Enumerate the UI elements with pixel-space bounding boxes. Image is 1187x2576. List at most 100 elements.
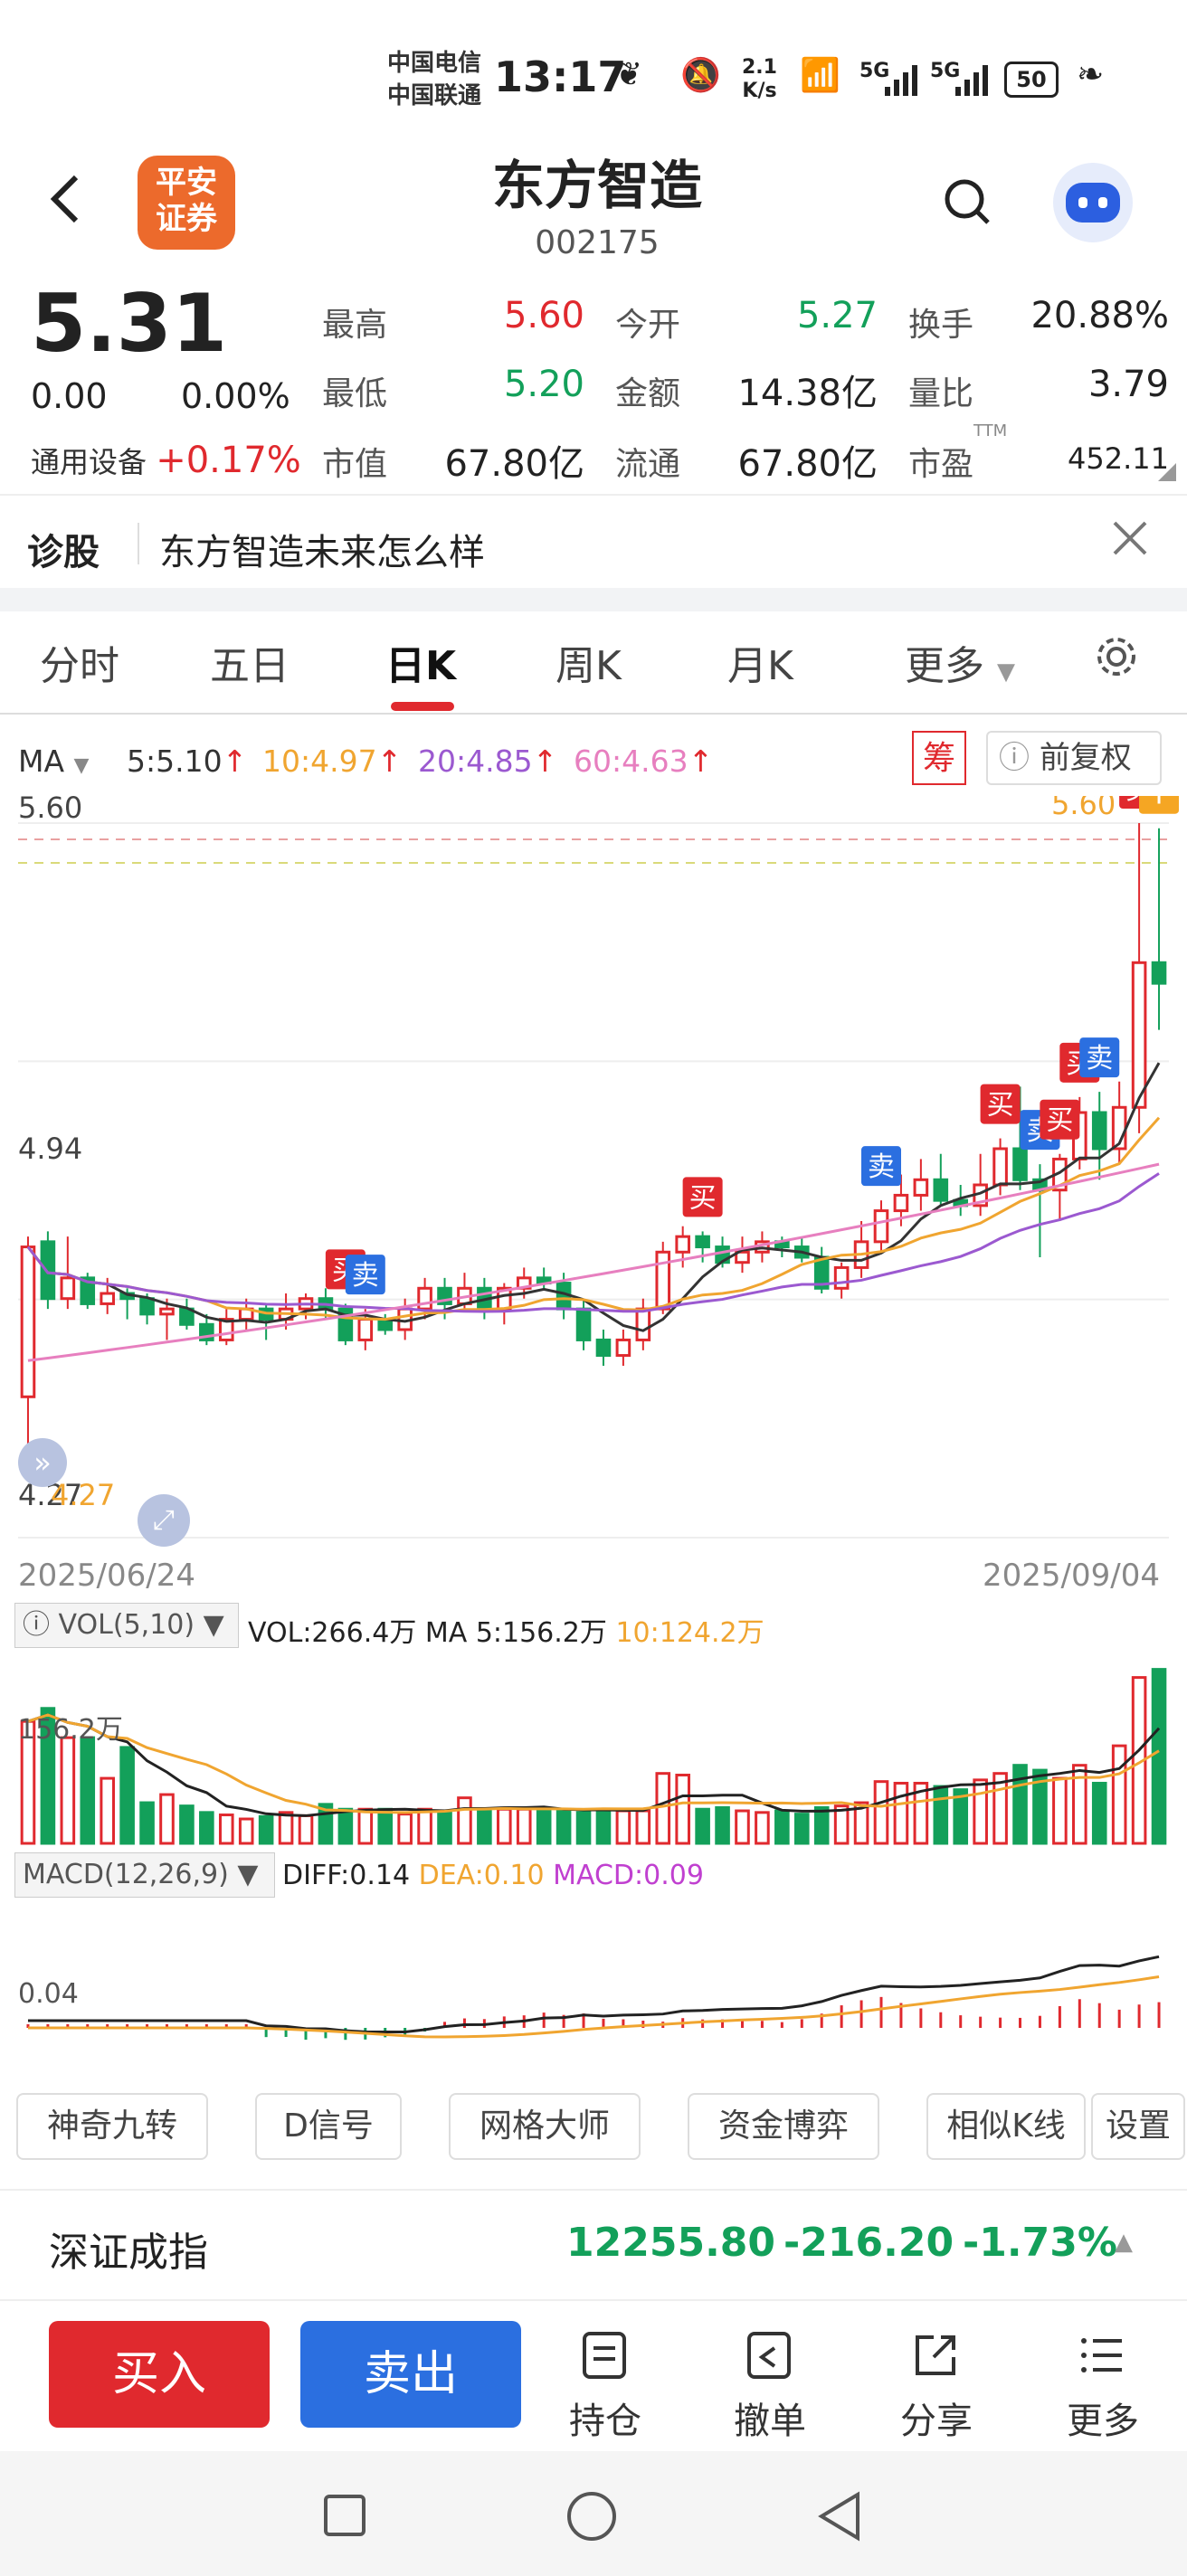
candle [933,1178,949,1202]
share-icon[interactable] [910,2330,961,2381]
tool-d-signal[interactable]: D信号 [255,2093,402,2160]
tab-daily-k[interactable]: 日K [385,643,457,689]
candle [1091,1111,1107,1151]
volume-bar [793,1813,810,1845]
sell-button[interactable]: 卖出 [300,2321,521,2428]
signal-marker-label: 买 [689,1182,717,1214]
volume-bar [298,1814,314,1845]
candlestick-chart[interactable]: 5.604.944.275.604.27买卖买卖卖买买买卖买T [0,796,1187,1556]
open-value: 5.27 [796,295,878,336]
candle [1151,961,1167,985]
mcap-value: 67.80亿 [444,443,584,485]
signal-marker-label: 买 [987,1090,1014,1122]
cancel-order-label[interactable]: 撤单 [734,2401,806,2442]
info-icon: ⓘ [23,1609,50,1641]
volume-bar [973,1778,988,1845]
volume-bar [437,1811,452,1845]
recent-apps-icon[interactable] [322,2493,367,2538]
index-bar[interactable] [0,2189,1187,2301]
search-icon[interactable] [943,177,990,224]
chip-distribution-button[interactable]: 筹 [912,731,966,785]
back-icon[interactable] [47,172,83,226]
volume-bar [873,1780,889,1845]
volume-bar [100,1776,115,1845]
tool-similar-k[interactable]: 相似K线 [926,2093,1086,2160]
home-icon[interactable] [565,2489,619,2543]
tool-fund-game[interactable]: 资金博弈 [688,2093,879,2160]
ai-assistant-icon[interactable] [1053,163,1133,242]
adjust-mode-button[interactable]: ⓘ 前复权 [986,731,1162,785]
low-value: 5.20 [503,364,584,405]
signal-marker [1139,796,1180,814]
signal-marker-label: 卖 [352,1260,379,1292]
tab-five-day[interactable]: 五日 [210,643,290,689]
volume-bar [139,1801,155,1845]
scroll-left-icon[interactable]: » [18,1438,67,1487]
volume-bar [913,1781,929,1845]
turnover-value: 20.88% [1030,295,1169,336]
volume-bar [60,1736,76,1845]
tool-magic-nine[interactable]: 神奇九转 [16,2093,208,2160]
divider [0,713,1187,715]
more-label[interactable]: 更多 [1067,2401,1139,2442]
holdings-label[interactable]: 持仓 [569,2401,641,2442]
ma10-legend: 10:4.97↑ [262,743,403,779]
more-icon[interactable] [1077,2330,1127,2381]
signal-marker-label: T [1150,796,1168,811]
macd-values: DIFF:0.14 DEA:0.10 MACD:0.09 [282,1860,704,1891]
gear-icon[interactable] [1093,633,1140,680]
high-label: 最高 [322,307,388,344]
vol-indicator-selector[interactable]: ⓘ VOL(5,10) ▼ [14,1603,239,1648]
holdings-icon[interactable] [579,2330,630,2381]
tab-weekly-k[interactable]: 周K [556,643,622,689]
diagnosis-bar[interactable] [0,494,1187,586]
close-icon[interactable] [1109,517,1151,559]
signal-marker-label: 卖 [868,1151,895,1183]
volume-chart[interactable]: 156.2万 [0,1652,1187,1851]
candle [675,1235,690,1254]
index-change: -216.20 [783,2220,954,2266]
dea-line [27,1975,1160,2039]
index-pct: -1.73% [963,2220,1117,2266]
diagnosis-text[interactable]: 东方智造未来怎么样 [159,532,485,573]
expand-corner-icon[interactable] [1158,463,1176,481]
macd-chart[interactable]: 0.04 [0,1899,1187,2098]
buy-button[interactable]: 买入 [49,2321,270,2428]
volume-bar [715,1805,730,1845]
candle [873,1209,889,1244]
volume-bar [575,1811,592,1845]
tool-grid-master[interactable]: 网格大师 [449,2093,641,2160]
cancel-order-icon[interactable] [744,2330,794,2381]
ma5-legend: 5:5.10↑ [127,743,248,779]
tab-intraday[interactable]: 分时 [40,643,119,689]
volume-bar [1151,1668,1167,1845]
vol-value: VOL:266.4万 MA 5:156.2万 10:124.2万 [248,1617,764,1649]
amount-value: 14.38亿 [737,373,878,414]
date-end: 2025/09/04 [983,1558,1160,1594]
index-value: 12255.80 [566,2220,776,2266]
volume-bar [199,1811,214,1845]
candle [80,1276,96,1305]
tool-settings[interactable]: 设置 [1091,2093,1185,2160]
volume-bar [1072,1764,1087,1845]
signal-marker-label: 买 [1046,1105,1073,1137]
candle [635,1307,651,1341]
wifi-icon: 📶 [800,57,840,94]
sector[interactable]: 通用设备 +0.17% [31,440,301,481]
chevron-up-icon[interactable]: ▲ [1115,2229,1133,2256]
volume-bar [833,1804,850,1845]
volume-bar [595,1807,612,1845]
fullscreen-icon[interactable]: ⤢ [138,1494,190,1547]
candle [615,1338,631,1358]
tab-more[interactable]: 更多 ▼ [905,643,1015,689]
macd-indicator-selector[interactable]: MACD(12,26,9) ▼ [14,1852,275,1898]
tab-monthly-k[interactable]: 月K [727,643,793,689]
share-label[interactable]: 分享 [900,2401,973,2442]
ma-selector[interactable]: MA ▼ [18,743,90,779]
candle [735,1250,750,1264]
carrier-labels: 中国电信 中国联通 [387,50,482,109]
chevron-down-icon: ▼ [997,658,1015,686]
candle [357,1318,374,1341]
candle [417,1286,432,1311]
back-nav-icon[interactable] [814,2489,865,2543]
